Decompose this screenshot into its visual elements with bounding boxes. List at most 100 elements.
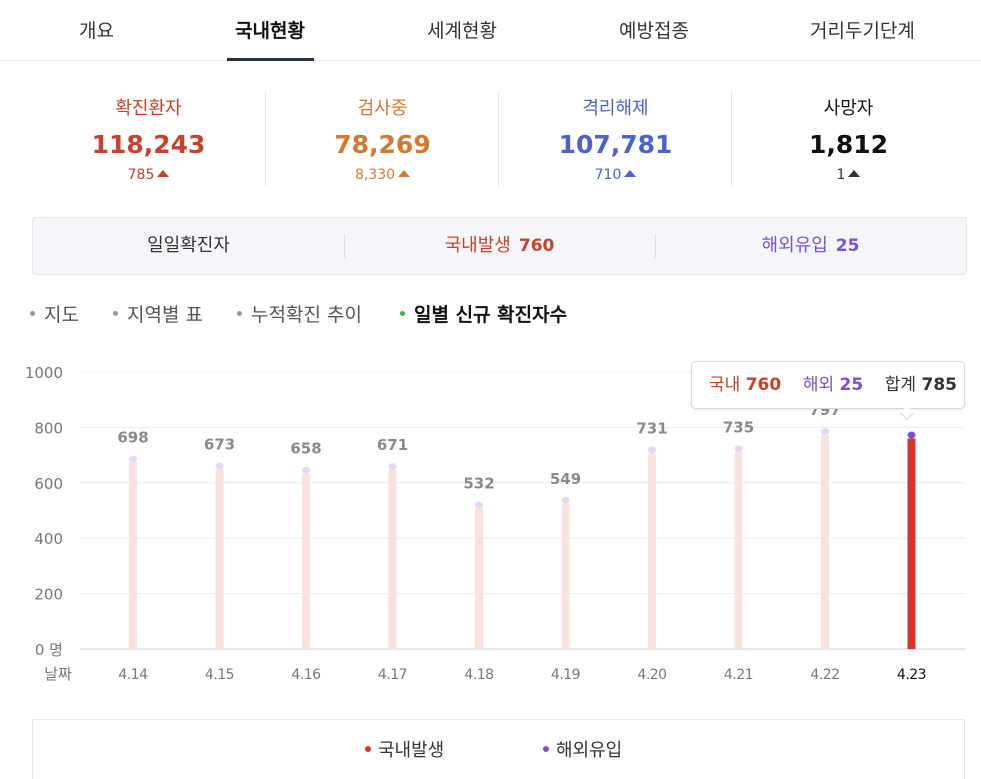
tab-world-status[interactable]: 세계현황	[427, 20, 497, 42]
view-map[interactable]: 지도	[30, 300, 79, 327]
bar-domestic	[907, 438, 916, 649]
stat-deaths-delta-value: 1	[836, 167, 846, 183]
view-cumulative-trend-label: 누적확진 추이	[251, 304, 362, 326]
x-tick-label: 4.22	[810, 667, 839, 683]
legend-overseas-label: 해외유입	[556, 740, 623, 761]
up-triangle-icon	[157, 170, 170, 177]
x-tick-label: 4.14	[118, 667, 148, 683]
bar-overseas	[215, 462, 224, 470]
chart-tooltip: 국내 760 해외 25 합계 785	[691, 361, 965, 421]
daily-overseas: 해외유입 25	[655, 218, 966, 274]
up-triangle-icon	[624, 170, 637, 177]
bar-overseas	[561, 496, 570, 504]
stat-testing-delta: 8,330	[266, 167, 499, 183]
bar-domestic	[302, 473, 310, 649]
view-region-table[interactable]: 지역별 표	[113, 300, 203, 327]
x-tick-label: 4.17	[378, 667, 407, 683]
chart-legend: 국내발생 해외유입	[32, 719, 965, 779]
view-map-label: 지도	[44, 304, 79, 326]
bullet-icon	[237, 311, 242, 316]
bullet-icon	[30, 311, 35, 316]
bar-domestic	[648, 453, 656, 649]
legend-overseas-dot-icon	[543, 746, 549, 752]
up-triangle-icon	[398, 170, 411, 177]
stat-released-label: 격리해제	[582, 98, 649, 119]
data-label: 658	[290, 440, 321, 458]
bar-overseas	[821, 428, 829, 436]
daily-new-cases-chart: 0 명 200 400 600 800 1000 날짜 698 4.14 673 4.15 658 4.…	[25, 364, 965, 683]
bar-domestic	[561, 503, 570, 649]
x-tick-label: 4.18	[464, 667, 493, 683]
x-tick-label: 4.19	[551, 667, 580, 683]
bullet-icon	[400, 311, 405, 316]
tooltip-total-label: 합계	[884, 375, 917, 395]
bar-overseas	[648, 446, 656, 454]
view-region-table-label: 지역별 표	[127, 304, 203, 326]
y-tick-label: 0 명	[35, 641, 63, 659]
x-tick-label: 4.20	[637, 667, 666, 683]
bar-overseas	[388, 463, 397, 471]
view-daily-new-label: 일별 신규 확진자수	[414, 304, 568, 326]
stat-deaths: 사망자 1,812 1	[732, 90, 965, 188]
data-label: 532	[463, 475, 494, 493]
daily-domestic: 국내발생 760	[344, 218, 655, 274]
y-tick-label: 800	[34, 419, 63, 437]
daily-divider	[344, 234, 345, 258]
stat-released: 격리해제 107,781 710	[499, 90, 732, 188]
bar-domestic	[475, 508, 483, 649]
stat-released-value: 107,781	[558, 130, 673, 159]
stat-confirmed-value: 118,243	[91, 130, 206, 159]
y-tick-label: 400	[34, 530, 63, 548]
legend-overseas[interactable]: 해외유입	[543, 736, 622, 762]
bar-domestic	[215, 469, 224, 649]
daily-domestic-label: 국내발생	[444, 235, 511, 256]
daily-divider	[655, 234, 656, 258]
stat-divider	[265, 92, 266, 186]
data-label: 698	[117, 429, 148, 447]
stat-deaths-value: 1,812	[808, 130, 889, 159]
tab-vaccination[interactable]: 예방접종	[619, 20, 689, 42]
stat-released-delta-value: 710	[594, 167, 622, 183]
x-tick-label: 4.16	[291, 667, 321, 683]
stat-divider	[498, 92, 499, 186]
stat-divider	[731, 92, 732, 186]
stat-testing-value: 78,269	[334, 130, 431, 159]
tab-overview[interactable]: 개요	[79, 20, 114, 42]
bar-domestic	[129, 462, 137, 649]
summary-stats: 확진환자 118,243 785 검사중 78,269 8,330 격리해제 1…	[32, 90, 966, 188]
tab-distancing-level[interactable]: 거리두기단계	[810, 20, 915, 42]
y-tick-label: 1000	[25, 364, 63, 382]
stat-confirmed-label: 확진환자	[115, 98, 182, 119]
data-label: 673	[204, 436, 235, 454]
y-tick-label: 200	[34, 586, 63, 604]
up-triangle-icon	[848, 170, 861, 177]
bar-domestic	[388, 470, 397, 649]
view-cumulative-trend[interactable]: 누적확진 추이	[237, 300, 362, 327]
bullet-icon	[113, 311, 118, 316]
daily-confirmed-label: 일일확진자	[147, 235, 230, 256]
stat-testing: 검사중 78,269 8,330	[266, 90, 499, 188]
stat-confirmed-delta-value: 785	[127, 167, 155, 183]
x-tick-label: 4.21	[724, 667, 753, 683]
tab-domestic-status[interactable]: 국내현황	[235, 20, 305, 42]
data-label: 671	[377, 436, 408, 454]
tooltip-total-value: 785	[921, 375, 957, 395]
daily-domestic-value: 760	[518, 236, 555, 256]
x-tick-label: 4.23	[897, 667, 926, 683]
stat-confirmed: 확진환자 118,243 785	[32, 90, 265, 188]
daily-overseas-label: 해외유입	[761, 235, 828, 256]
bar-overseas	[907, 431, 916, 439]
stat-released-delta: 710	[499, 167, 732, 183]
bar-overseas	[475, 501, 483, 509]
stat-testing-delta-value: 8,330	[354, 167, 396, 183]
bar-domestic	[734, 452, 743, 649]
view-daily-new[interactable]: 일별 신규 확진자수	[400, 300, 567, 327]
tooltip-domestic-value: 760	[745, 375, 782, 395]
tooltip-overseas-label: 해외	[802, 375, 835, 395]
legend-domestic[interactable]: 국내발생	[365, 736, 444, 762]
data-label: 731	[636, 420, 667, 438]
x-axis-label: 날짜	[44, 665, 72, 683]
data-label: 549	[550, 470, 581, 488]
data-label: 735	[723, 418, 754, 436]
y-tick-label: 600	[34, 475, 63, 493]
